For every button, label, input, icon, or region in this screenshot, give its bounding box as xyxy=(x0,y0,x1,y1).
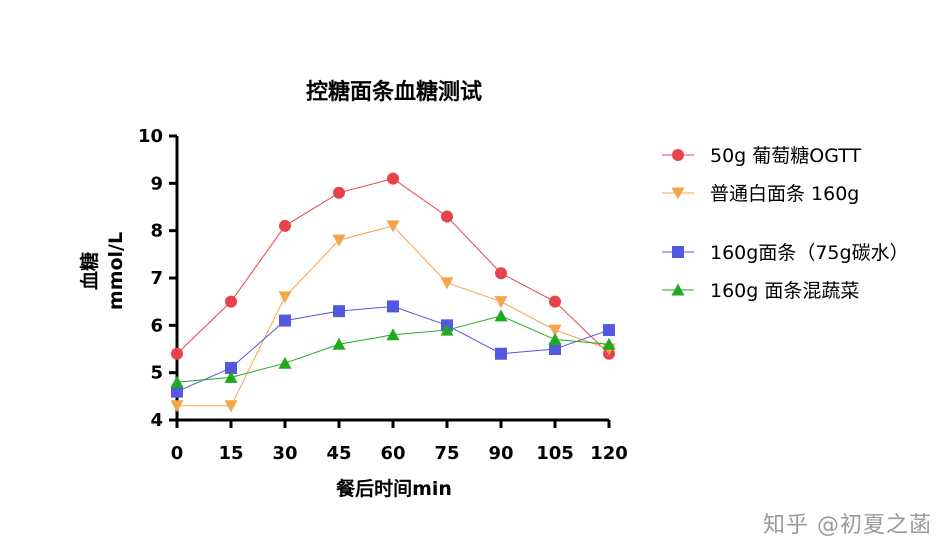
data-point xyxy=(171,385,183,398)
series-4 xyxy=(170,309,616,388)
x-tick-label: 90 xyxy=(488,443,513,464)
legend-label: 160g 面条混蔬菜 xyxy=(710,280,859,302)
legend-marker xyxy=(672,246,684,258)
data-point xyxy=(548,333,562,346)
data-point xyxy=(386,220,400,233)
data-point xyxy=(549,295,561,308)
data-point xyxy=(549,343,561,355)
data-point xyxy=(279,219,291,232)
legend-label: 160g面条（75g碳水） xyxy=(710,242,909,264)
data-point xyxy=(332,337,346,350)
series-2 xyxy=(170,220,616,413)
x-tick-label: 60 xyxy=(380,443,405,464)
legend-item-3: 160g面条（75g碳水） xyxy=(662,242,909,264)
data-point xyxy=(548,324,562,337)
data-point xyxy=(440,277,454,290)
data-point xyxy=(495,347,507,360)
legend-item-1: 50g 葡萄糖OGTT xyxy=(662,145,862,167)
data-point xyxy=(602,337,616,350)
series-line xyxy=(177,225,610,407)
series-line xyxy=(176,178,610,355)
legend: 50g 葡萄糖OGTT 普通白面条 160g 160g面条（75g碳水） 160g 面… xyxy=(662,145,909,302)
data-point xyxy=(386,328,400,341)
y-tick-label: 10 xyxy=(138,126,163,147)
data-point xyxy=(224,400,238,413)
data-point xyxy=(333,186,345,199)
data-point xyxy=(441,210,453,223)
legend-label: 普通白面条 160g xyxy=(710,183,859,205)
x-tick-label: 45 xyxy=(326,443,351,464)
x-tick-label: 30 xyxy=(272,443,297,464)
legend-marker xyxy=(672,149,684,161)
y-axis-label-line1: 血糖 xyxy=(78,252,101,290)
x-tick-label: 120 xyxy=(590,443,628,464)
series-1 xyxy=(171,172,615,360)
series-layer xyxy=(170,172,616,413)
data-point xyxy=(278,291,292,304)
data-point xyxy=(225,295,237,308)
watermark: 知乎 @初夏之菡 xyxy=(763,513,932,538)
y-tick-label: 8 xyxy=(150,221,163,242)
y-tick-label: 6 xyxy=(150,315,163,336)
data-point xyxy=(603,324,615,337)
chart-title: 控糖面条血糖测试 xyxy=(306,79,482,105)
y-tick-label: 4 xyxy=(150,410,163,431)
legend-marker xyxy=(671,187,685,200)
y-tick-label: 5 xyxy=(150,363,163,384)
x-tick-label: 105 xyxy=(536,443,574,464)
series-line xyxy=(176,315,610,383)
y-tick-label: 9 xyxy=(150,173,163,194)
series-3 xyxy=(171,300,615,398)
data-point xyxy=(387,300,399,313)
legend-item-4: 160g 面条混蔬菜 xyxy=(662,280,859,302)
data-point xyxy=(171,347,183,360)
x-tick-label: 0 xyxy=(171,443,184,464)
x-tick-label: 75 xyxy=(434,443,459,464)
data-point xyxy=(333,305,345,318)
data-point xyxy=(224,370,238,383)
x-axis-label: 餐后时间min xyxy=(336,477,452,500)
data-point xyxy=(495,267,507,280)
data-point xyxy=(440,323,454,336)
data-point xyxy=(494,309,508,322)
data-point xyxy=(170,375,184,388)
data-point xyxy=(278,356,292,369)
x-tick-label: 15 xyxy=(218,443,243,464)
data-point xyxy=(332,234,346,247)
data-point xyxy=(225,361,237,374)
legend-label: 50g 葡萄糖OGTT xyxy=(710,145,862,167)
data-point xyxy=(494,296,508,309)
legend-item-2: 普通白面条 160g xyxy=(662,183,859,205)
series-line xyxy=(176,305,610,393)
data-point xyxy=(279,314,291,327)
y-tick-label: 7 xyxy=(150,268,163,289)
data-point xyxy=(170,400,184,413)
data-point xyxy=(387,172,399,185)
y-axis-label-line2: mmol/L xyxy=(105,232,127,310)
legend-marker xyxy=(671,283,685,296)
